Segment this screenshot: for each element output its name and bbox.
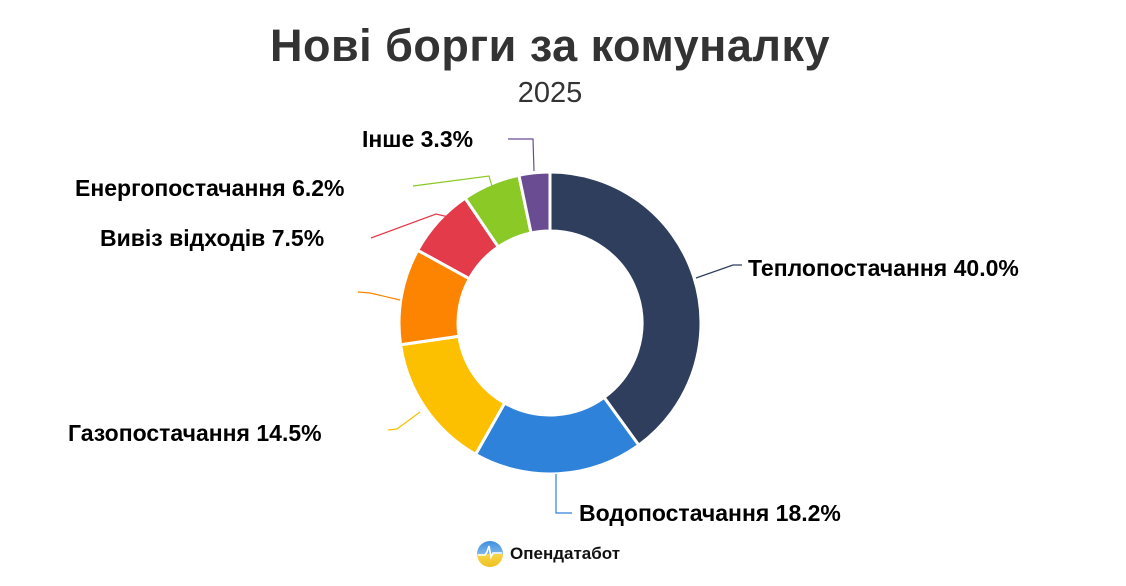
leader-lines	[357, 138, 742, 514]
chart-title: Нові борги за комуналку	[269, 20, 831, 71]
donut-slices	[397, 170, 703, 476]
chart-subtitle: 2025	[517, 77, 583, 109]
label-inshe: Інше 3.3%	[362, 126, 474, 152]
leader-line-vyviz-vidkhodiv	[370, 213, 454, 239]
slice-inshe	[517, 170, 552, 235]
label-gazopostachannia: Газопостачання 14.5%	[68, 420, 322, 446]
slice-teplopostachannia	[548, 170, 703, 447]
label-vyviz-vidkhodiv: Вивіз відходів 7.5%	[100, 225, 325, 251]
leader-line-vodopostachannia	[555, 474, 572, 514]
leader-line-inshe	[508, 138, 535, 172]
leader-line-enerhopostachannia	[412, 175, 494, 191]
leader-line-unnamed-orange	[357, 291, 401, 301]
label-teplopostachannia: Теплопостачання 40.0%	[748, 255, 1019, 281]
leader-line-gazopostachannia	[387, 411, 421, 431]
opendatabot-logo: Опендатабот	[476, 540, 620, 568]
leader-line-teplopostachannia	[695, 264, 742, 279]
label-vodopostachannia: Водопостачання 18.2%	[579, 500, 841, 526]
label-enerhopostachannia: Енергопостачання 6.2%	[75, 175, 345, 201]
opendatabot-logo-icon	[477, 541, 503, 567]
